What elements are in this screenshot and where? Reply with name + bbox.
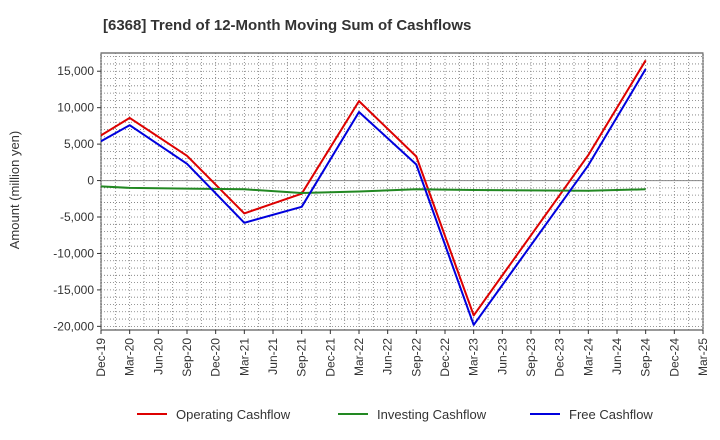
x-tick-label: Dec-19	[94, 338, 108, 377]
y-tick-label: 10,000	[57, 101, 94, 115]
y-tick-label: 15,000	[57, 64, 94, 78]
legend: Operating Cashflow Investing Cashflow Free…	[137, 407, 653, 422]
y-axis-label: Amount (million yen)	[7, 131, 22, 250]
x-tick-label: Mar-23	[467, 338, 481, 376]
y-tick-label: -15,000	[53, 283, 94, 297]
y-tick-label: 0	[87, 174, 94, 188]
x-tick-label: Jun-24	[610, 338, 624, 375]
legend-label: Operating Cashflow	[176, 407, 291, 422]
x-tick-label: Jun-22	[381, 338, 395, 375]
legend-label: Free Cashflow	[569, 407, 653, 422]
x-tick-label: Dec-21	[323, 338, 337, 377]
y-tick-label: -20,000	[53, 319, 94, 333]
x-tick-label: Jun-20	[151, 338, 165, 375]
x-tick-label: Sep-20	[180, 338, 194, 377]
legend-item-1: Operating Cashflow	[137, 407, 291, 422]
series-lines	[100, 59, 647, 326]
x-tick-label: Sep-22	[409, 338, 423, 377]
y-axis-ticks: 15,000 10,000 5,000 0 -5,000 -10,000 -15,000 -2…	[53, 64, 101, 333]
y-tick-label: -10,000	[53, 246, 94, 260]
chart-title: [6368] Trend of 12-Month Moving Sum of C…	[103, 17, 471, 34]
x-tick-label: Sep-23	[524, 338, 538, 377]
grid-lines	[100, 53, 704, 330]
y-tick-label: 5,000	[64, 137, 94, 151]
x-tick-label: Mar-21	[237, 338, 251, 376]
y-tick-label: -5,000	[60, 210, 94, 224]
legend-item-3: Free Cashflow	[530, 407, 653, 422]
x-tick-label: Mar-25	[696, 338, 710, 376]
x-tick-label: Dec-24	[667, 338, 681, 377]
legend-item-2: Investing Cashflow	[338, 407, 487, 422]
series-line-2	[100, 185, 646, 194]
x-tick-label: Jun-23	[495, 338, 509, 375]
x-tick-label: Dec-20	[209, 338, 223, 377]
x-tick-label: Jun-21	[266, 338, 280, 375]
x-tick-label: Mar-22	[352, 338, 366, 376]
x-tick-label: Dec-22	[438, 338, 452, 377]
legend-label: Investing Cashflow	[377, 407, 487, 422]
x-tick-label: Mar-20	[123, 338, 137, 376]
x-tick-label: Sep-24	[639, 338, 653, 377]
series-line-3	[100, 68, 647, 326]
x-axis-ticks: Dec-19 Mar-20 Jun-20 Sep-20 Dec-20 Mar-21 Jun-…	[94, 330, 710, 377]
x-tick-label: Sep-21	[295, 338, 309, 377]
x-tick-label: Dec-23	[553, 338, 567, 377]
series-line-1	[100, 59, 647, 317]
x-tick-label: Mar-24	[581, 338, 595, 376]
